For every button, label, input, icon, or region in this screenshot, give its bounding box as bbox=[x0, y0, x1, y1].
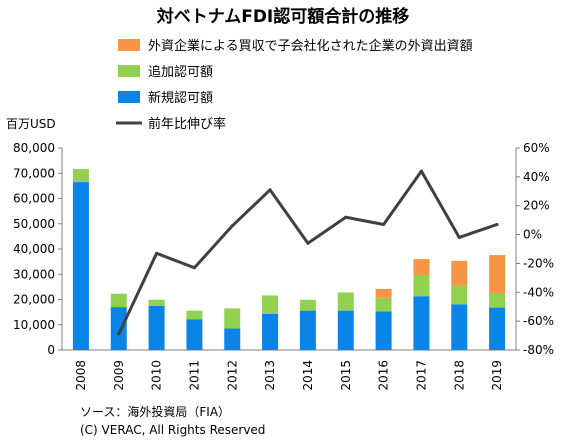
growth-point-2013 bbox=[268, 188, 272, 192]
x-tick-label: 2017 bbox=[414, 360, 428, 391]
y-right-tick-label: -60% bbox=[523, 314, 554, 328]
bar-additional-2013 bbox=[262, 295, 279, 314]
legend-swatch bbox=[118, 65, 140, 77]
bar-additional-2008 bbox=[72, 168, 89, 183]
y-left-tick-label: 0 bbox=[47, 343, 55, 357]
x-tick-label: 2014 bbox=[301, 360, 315, 391]
bar-additional-2012 bbox=[224, 308, 241, 329]
x-tick-label: 2018 bbox=[452, 360, 466, 391]
legend: 外資企業による買収で子会社化された企業の外資出資額追加認可額新規認可額前年比伸び… bbox=[116, 38, 473, 132]
growth-point-2010 bbox=[155, 251, 159, 255]
y-right-tick-label: -40% bbox=[523, 285, 554, 299]
x-tick-label: 2008 bbox=[74, 360, 88, 391]
legend-swatch bbox=[118, 91, 140, 103]
bar-additional-2014 bbox=[299, 299, 316, 311]
bar-new-2010 bbox=[148, 305, 165, 350]
growth-point-2019 bbox=[495, 222, 499, 226]
bar-additional-2019 bbox=[489, 293, 506, 308]
bar-additional-2011 bbox=[186, 310, 203, 320]
x-tick-label: 2019 bbox=[490, 360, 504, 391]
bar-new-2008 bbox=[72, 182, 89, 350]
bar-new-2012 bbox=[224, 328, 241, 350]
y-left-tick-label: 70,000 bbox=[13, 166, 55, 180]
bar-new-2019 bbox=[489, 307, 506, 350]
growth-point-2016 bbox=[382, 222, 386, 226]
y-right-tick-label: 40% bbox=[523, 170, 550, 184]
growth-point-2011 bbox=[192, 266, 196, 270]
legend-label: 新規認可額 bbox=[148, 90, 213, 106]
bar-acquisition-2019 bbox=[489, 255, 506, 294]
growth-point-2018 bbox=[457, 235, 461, 239]
x-tick-label: 2012 bbox=[225, 360, 239, 391]
bar-additional-2017 bbox=[413, 275, 430, 297]
bar-acquisition-2018 bbox=[451, 260, 468, 286]
legend-swatch bbox=[118, 39, 140, 51]
growth-point-2012 bbox=[230, 224, 234, 228]
bar-additional-2009 bbox=[110, 293, 127, 308]
x-tick-label: 2009 bbox=[112, 360, 126, 391]
y-left-tick-label: 10,000 bbox=[13, 318, 55, 332]
growth-point-2015 bbox=[344, 215, 348, 219]
legend-label: 前年比伸び率 bbox=[148, 116, 226, 132]
y-left-tick-label: 30,000 bbox=[13, 267, 55, 281]
y-right-tick-label: -20% bbox=[523, 256, 554, 270]
chart-title: 対ベトナムFDI認可額合計の推移 bbox=[156, 6, 410, 27]
x-tick-label: 2011 bbox=[187, 360, 201, 391]
bar-acquisition-2017 bbox=[413, 259, 430, 276]
y-left-tick-label: 20,000 bbox=[13, 293, 55, 307]
growth-point-2009 bbox=[117, 332, 121, 336]
y-left-tick-label: 60,000 bbox=[13, 192, 55, 206]
bar-new-2016 bbox=[375, 311, 392, 350]
bar-new-2014 bbox=[299, 310, 316, 350]
bars bbox=[72, 168, 506, 350]
x-tick-labels: 2008 2009 2010 2011 2012 2013 2014 2015 2016 2017… bbox=[74, 360, 504, 391]
y-right-tick-label: -80% bbox=[523, 343, 554, 357]
source-note: ソース：海外投資局（FIA） bbox=[80, 404, 230, 419]
bar-new-2009 bbox=[110, 307, 127, 350]
bar-new-2011 bbox=[186, 319, 203, 350]
y-right-tick-label: 20% bbox=[523, 199, 550, 213]
y-left-tick-label: 40,000 bbox=[13, 242, 55, 256]
growth-point-2014 bbox=[306, 241, 310, 245]
legend-label: 追加認可額 bbox=[148, 64, 213, 80]
x-tick-label: 2015 bbox=[339, 360, 353, 391]
y-right-tick-label: 0% bbox=[523, 228, 542, 242]
x-tick-label: 2016 bbox=[377, 360, 391, 391]
bar-additional-2010 bbox=[148, 299, 165, 306]
x-tick-label: 2013 bbox=[263, 360, 277, 391]
growth-point-2017 bbox=[419, 169, 423, 173]
y-left-unit-label: 百万USD bbox=[6, 117, 56, 131]
copyright-note: (C) VERAC, All Rights Reserved bbox=[80, 423, 265, 437]
bar-acquisition-2016 bbox=[375, 288, 392, 298]
bar-new-2013 bbox=[262, 313, 279, 350]
bar-new-2017 bbox=[413, 296, 430, 350]
legend-label: 外資企業による買収で子会社化された企業の外資出資額 bbox=[148, 38, 473, 54]
bar-new-2018 bbox=[451, 304, 468, 350]
y-right-tick-label: 60% bbox=[523, 141, 550, 155]
bar-additional-2016 bbox=[375, 297, 392, 312]
growth-line bbox=[117, 169, 499, 336]
y-left-tick-label: 80,000 bbox=[13, 141, 55, 155]
bar-new-2015 bbox=[337, 310, 354, 350]
y-left-tick-label: 50,000 bbox=[13, 217, 55, 231]
axes: 0 10,000 20,000 30,000 40,000 50,000 60,000 70,… bbox=[13, 141, 554, 357]
bar-additional-2015 bbox=[337, 292, 354, 311]
x-tick-label: 2010 bbox=[150, 360, 164, 391]
bar-additional-2018 bbox=[451, 285, 468, 305]
